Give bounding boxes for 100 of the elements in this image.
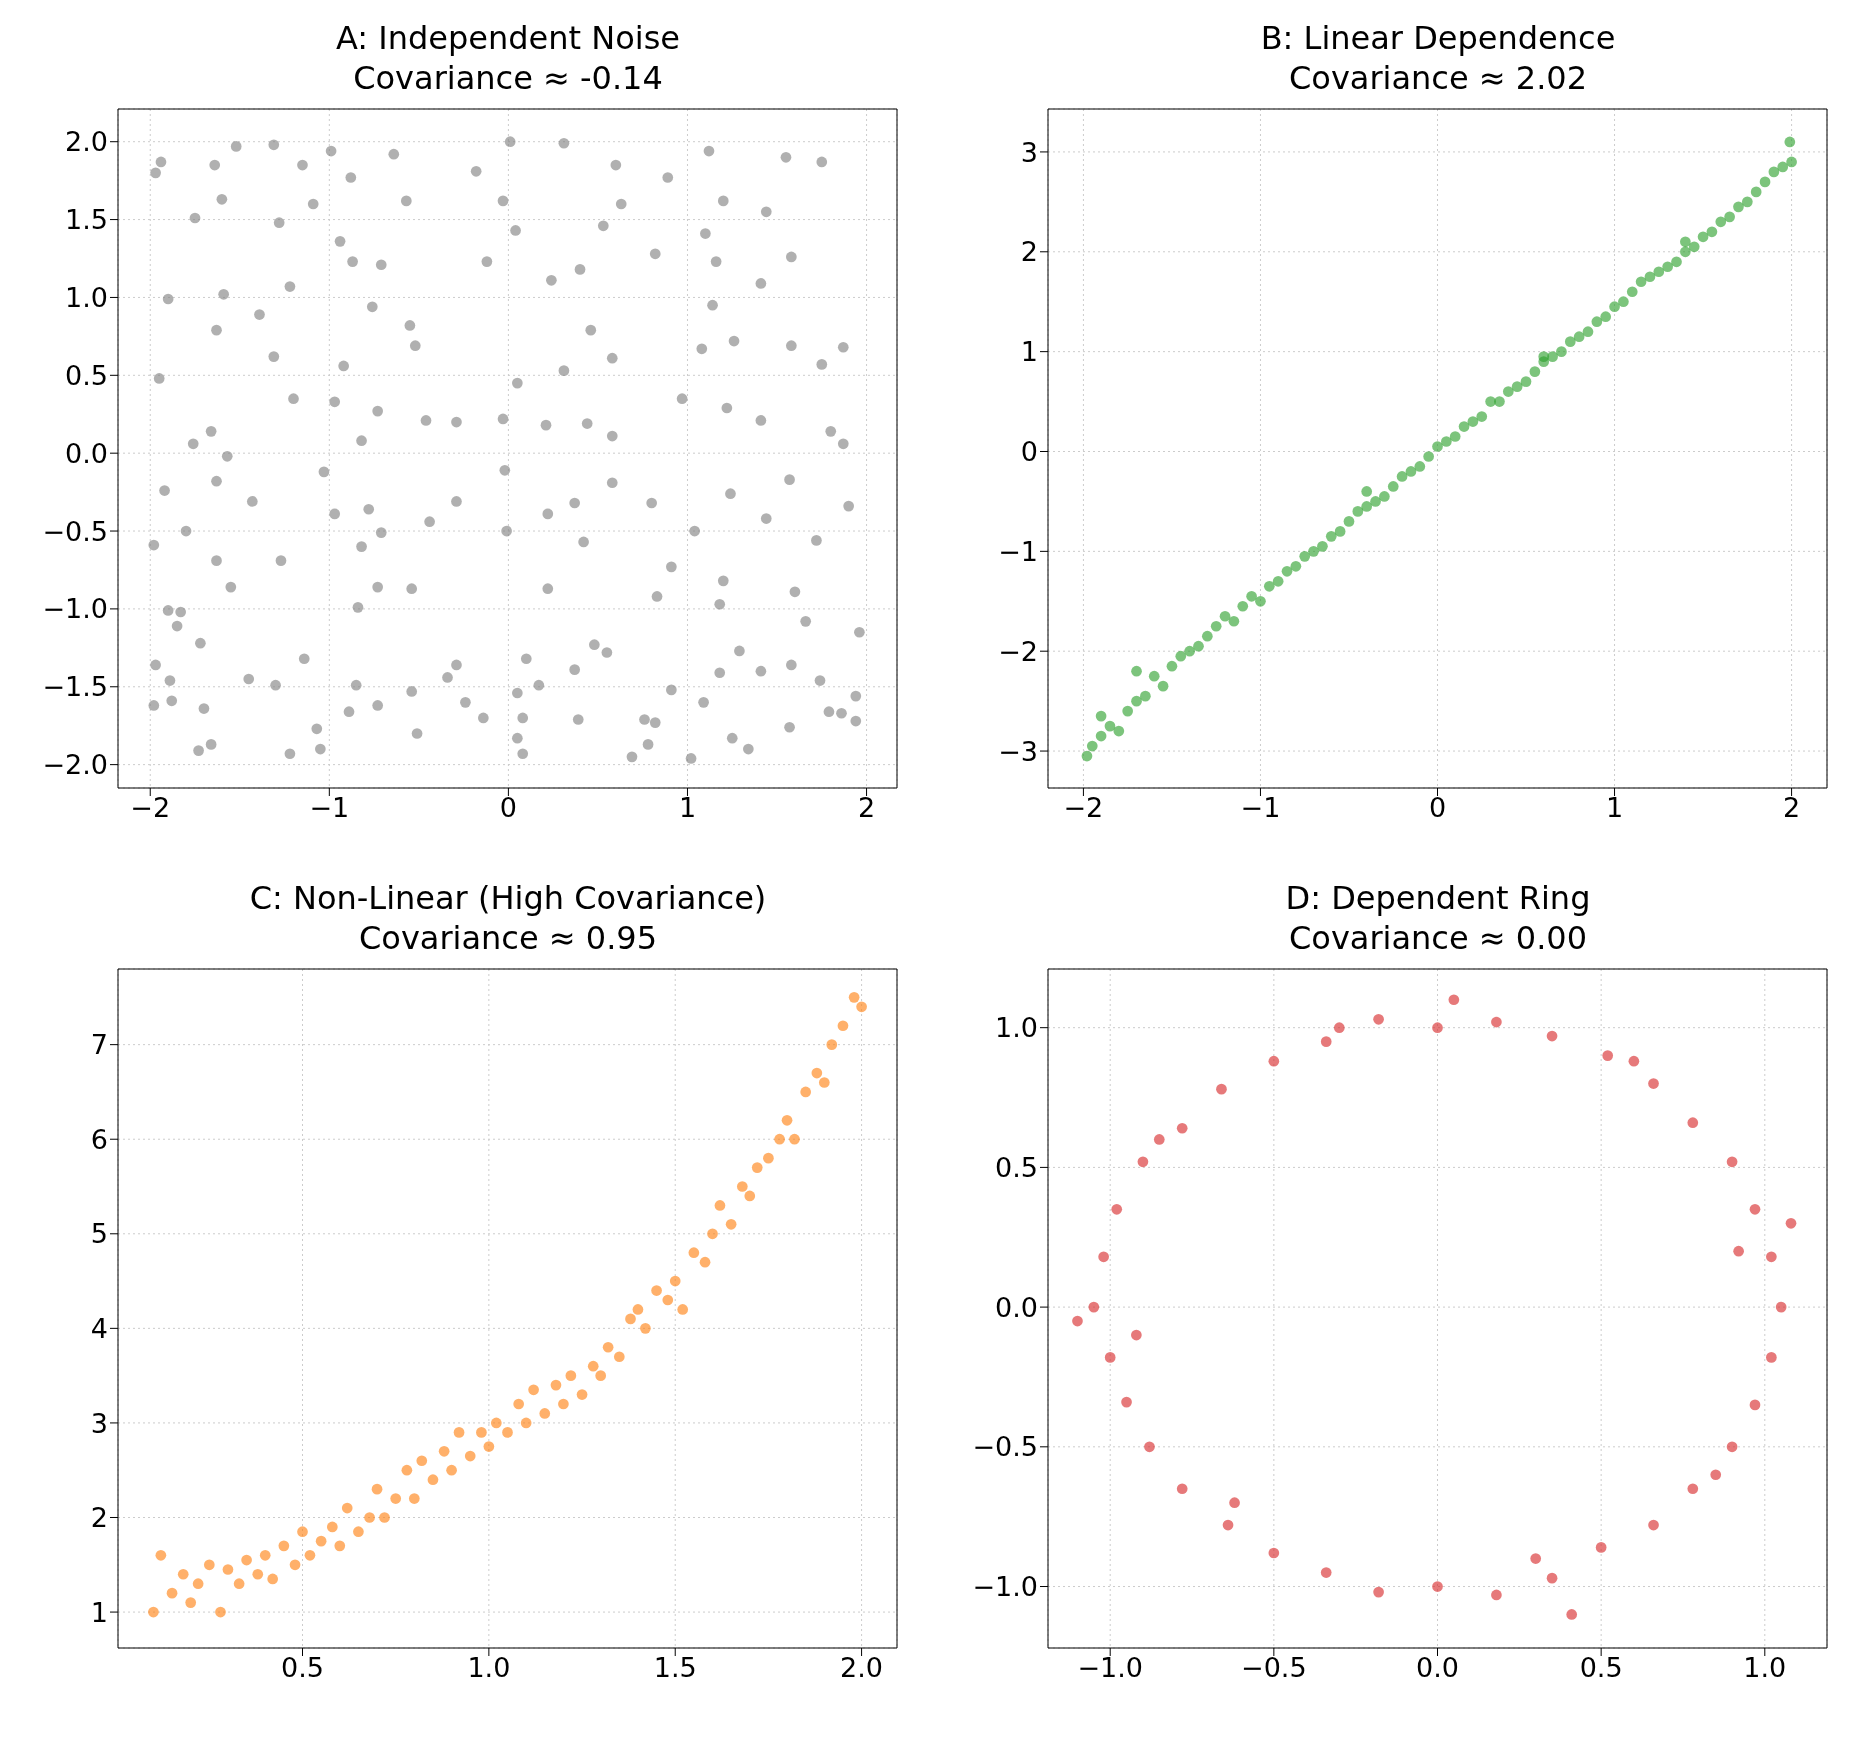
- y-tick-label: −1.5: [42, 671, 108, 703]
- y-tick-label: 0.5: [65, 359, 108, 391]
- point: [1229, 1497, 1240, 1509]
- point: [1546, 1572, 1558, 1584]
- point: [1320, 1036, 1332, 1047]
- point: [1648, 1078, 1659, 1089]
- chart-title: A: Independent Noise: [334, 18, 681, 58]
- x-tick-label: 0.5: [1579, 1652, 1623, 1684]
- y-tick-label: 1: [90, 1596, 108, 1628]
- x-tick-label: −2: [130, 792, 171, 824]
- x-tick-label: 1.5: [653, 1652, 697, 1684]
- point: [1602, 1050, 1614, 1061]
- x-tick-label: 0: [499, 792, 517, 824]
- y-tick-label: 0.0: [995, 1291, 1038, 1323]
- y-tick-label: 3: [1020, 136, 1038, 168]
- point: [1144, 1441, 1155, 1453]
- x-tick-label: 1: [1605, 792, 1624, 824]
- y-tick-label: 4: [90, 1312, 108, 1344]
- point: [1726, 1441, 1738, 1453]
- point: [1749, 1203, 1761, 1215]
- y-tick-label: −3: [998, 735, 1038, 767]
- y-tick-label: 2: [1020, 236, 1038, 268]
- y-tick-label: 1: [1020, 336, 1038, 368]
- point: [1491, 1589, 1502, 1601]
- x-tick-label: −1.0: [1077, 1652, 1143, 1684]
- point: [1137, 1156, 1149, 1168]
- x-tick-label: 2: [1783, 792, 1801, 824]
- y-tick-label: 6: [90, 1123, 108, 1155]
- point: [1088, 1301, 1100, 1313]
- point: [1222, 1519, 1234, 1531]
- chart-title: D: Dependent Ring: [1284, 878, 1592, 918]
- point: [1710, 1469, 1722, 1481]
- y-tick-label: 5: [90, 1218, 108, 1250]
- y-tick-label: 1.0: [65, 282, 108, 314]
- point: [1216, 1083, 1227, 1095]
- point: [1333, 1022, 1345, 1034]
- y-tick-label: −0.5: [972, 1431, 1038, 1463]
- point: [1648, 1519, 1659, 1531]
- point: [1373, 1586, 1384, 1598]
- y-tick-label: −1.0: [972, 1571, 1038, 1603]
- y-tick-label: 2.0: [65, 126, 108, 158]
- point: [1595, 1542, 1607, 1553]
- x-tick-label: 1.0: [467, 1652, 511, 1684]
- point: [1268, 1547, 1280, 1559]
- point: [1546, 1030, 1558, 1042]
- point: [1104, 1352, 1116, 1363]
- point: [1491, 1016, 1502, 1028]
- point: [1530, 1553, 1542, 1564]
- point: [1153, 1134, 1165, 1145]
- chart-subtitle: Covariance ≈ 0.00: [1287, 918, 1589, 958]
- point: [1320, 1567, 1332, 1578]
- point: [1121, 1396, 1132, 1408]
- y-tick-label: 3: [90, 1407, 108, 1439]
- y-tick-label: 7: [90, 1029, 108, 1061]
- x-tick-label: 0.0: [1416, 1652, 1459, 1684]
- point: [1785, 1217, 1797, 1229]
- y-tick-label: 0: [1020, 436, 1038, 468]
- y-tick-label: −0.5: [42, 515, 108, 547]
- y-tick-label: 1.5: [65, 204, 108, 236]
- point: [1566, 1609, 1578, 1620]
- x-tick-label: −1: [309, 792, 350, 824]
- y-tick-label: 1.0: [995, 1012, 1038, 1044]
- x-tick-label: 1: [678, 792, 697, 824]
- point: [1749, 1399, 1761, 1411]
- point: [1432, 1581, 1443, 1592]
- point: [1111, 1203, 1123, 1215]
- y-tick-label: −1.0: [42, 593, 108, 625]
- x-tick-label: −0.5: [1241, 1652, 1307, 1684]
- point: [1448, 994, 1460, 1006]
- point: [1098, 1251, 1109, 1263]
- point: [1733, 1245, 1744, 1257]
- point: [1766, 1251, 1777, 1263]
- chart-subtitle: Covariance ≈ -0.14: [352, 58, 664, 98]
- point: [1176, 1122, 1188, 1134]
- x-tick-label: −1: [1240, 792, 1281, 824]
- point: [1687, 1117, 1699, 1129]
- point: [1687, 1483, 1699, 1495]
- point: [1628, 1055, 1640, 1067]
- x-tick-label: 2: [857, 792, 876, 824]
- chart-subtitle: Covariance ≈ 0.95: [357, 918, 659, 958]
- point: [1072, 1315, 1083, 1327]
- x-tick-label: 2.0: [840, 1652, 884, 1684]
- y-tick-label: −2: [998, 635, 1038, 667]
- x-tick-label: 1.0: [1743, 1652, 1787, 1684]
- y-tick-label: 2: [90, 1502, 108, 1534]
- x-tick-label: 0.5: [281, 1652, 324, 1684]
- chart-title: B: Linear Dependence: [1259, 18, 1617, 58]
- chart-title: C: Non-Linear (High Covariance): [248, 878, 768, 918]
- point: [1268, 1055, 1280, 1067]
- point: [1432, 1022, 1443, 1034]
- x-tick-label: −2: [1063, 792, 1104, 824]
- point: [1775, 1301, 1787, 1313]
- y-tick-label: 0.5: [995, 1151, 1038, 1183]
- chart-subtitle: Covariance ≈ 2.02: [1287, 58, 1589, 98]
- point: [1176, 1483, 1188, 1495]
- point: [1131, 1329, 1142, 1341]
- point: [1373, 1013, 1384, 1025]
- y-tick-label: −1: [998, 535, 1038, 567]
- x-tick-label: 0: [1428, 792, 1447, 824]
- point: [1766, 1352, 1777, 1363]
